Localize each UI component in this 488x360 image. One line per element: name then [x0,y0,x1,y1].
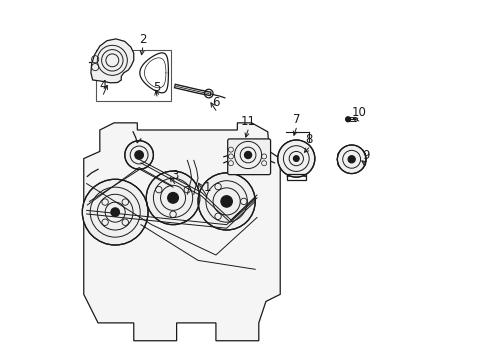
Circle shape [345,117,350,122]
Text: 11: 11 [240,115,255,128]
Circle shape [198,173,255,230]
Polygon shape [83,123,280,341]
Text: 10: 10 [351,106,366,119]
Text: 1: 1 [203,181,210,194]
Text: 5: 5 [153,81,161,94]
Text: 3: 3 [171,169,178,182]
Circle shape [337,145,365,174]
Circle shape [82,179,148,245]
Circle shape [146,171,200,225]
Circle shape [135,151,143,159]
Text: 4: 4 [100,80,107,93]
Text: 2: 2 [139,33,146,46]
Bar [96,50,171,102]
Polygon shape [91,39,134,83]
Circle shape [111,208,119,216]
Circle shape [167,193,178,203]
Bar [286,174,305,180]
Circle shape [293,156,299,161]
Text: 7: 7 [292,113,300,126]
Text: 8: 8 [305,133,312,146]
Text: 6: 6 [212,95,219,109]
Circle shape [347,156,354,163]
Circle shape [277,140,314,177]
Circle shape [244,152,251,158]
Text: 9: 9 [362,149,369,162]
Circle shape [124,141,153,169]
Circle shape [221,196,232,207]
FancyBboxPatch shape [227,139,270,175]
